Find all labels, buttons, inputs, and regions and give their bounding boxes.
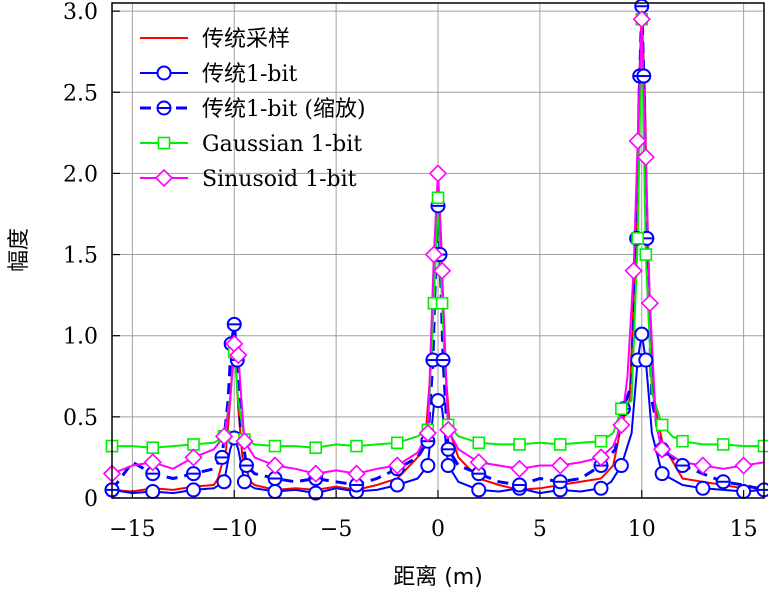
data-point (347, 464, 366, 483)
legend-marker (156, 65, 172, 81)
data-point (229, 346, 248, 365)
x-tick-label: −5 (320, 517, 352, 542)
x-tick-label: −15 (109, 517, 155, 542)
y-tick-label: 0.5 (63, 406, 98, 431)
legend-label: Gaussian 1-bit (202, 132, 362, 157)
data-point (471, 482, 487, 498)
data-point (431, 191, 445, 205)
series-markers (102, 0, 768, 501)
data-point (655, 418, 669, 432)
x-tick-label: 5 (533, 517, 547, 542)
legend-entry: 传统采样 (140, 27, 290, 52)
data-point (390, 436, 404, 450)
y-tick-label: 2.5 (63, 81, 98, 106)
y-axis-label: 幅度 (7, 228, 32, 272)
x-axis: −15 −10 −5 0 5 10 15 (109, 490, 758, 542)
data-point (652, 440, 672, 459)
legend-marker (154, 168, 174, 188)
data-point (435, 296, 449, 310)
data-point (469, 453, 488, 472)
data-point (612, 415, 631, 435)
data-point (432, 261, 452, 280)
data-point (268, 439, 282, 453)
data-point (143, 453, 162, 472)
data-point (613, 458, 629, 474)
data-point (695, 480, 711, 496)
data-point (734, 456, 753, 475)
data-point (216, 474, 232, 490)
legend-label: 传统1-bit (缩放) (202, 97, 366, 122)
y-tick-label: 0 (84, 487, 98, 512)
data-point (306, 464, 325, 483)
x-tick-label: 0 (431, 517, 445, 542)
data-point (146, 441, 160, 454)
data-point (615, 402, 628, 416)
data-point (267, 484, 283, 500)
y-tick-label: 3.0 (63, 0, 98, 25)
data-point (389, 477, 405, 493)
legend-entry: 传统1-bit (140, 62, 298, 87)
legend-label: 传统1-bit (202, 62, 298, 87)
legend-entry: Sinusoid 1-bit (140, 167, 357, 192)
legend-label: 传统采样 (202, 27, 290, 52)
data-point (553, 438, 567, 451)
y-tick-label: 1.0 (63, 325, 98, 350)
x-tick-label: 10 (628, 517, 656, 542)
y-tick-label: 1.5 (63, 244, 98, 269)
legend-entry: 传统1-bit (缩放) (140, 97, 366, 122)
data-point (510, 459, 529, 478)
x-tick-label: −10 (211, 517, 257, 542)
data-point (265, 456, 285, 475)
data-point (593, 480, 609, 496)
data-point (591, 448, 611, 467)
data-point (632, 10, 651, 29)
legend-marker (157, 136, 171, 150)
data-point (439, 420, 458, 439)
data-point (420, 458, 436, 474)
data-point (638, 352, 654, 368)
data-point (654, 466, 670, 482)
data-point (716, 438, 730, 451)
data-point (309, 441, 323, 454)
data-point (472, 436, 486, 450)
legend-entry: Gaussian 1-bit (140, 132, 362, 157)
data-point (628, 131, 647, 151)
data-point (236, 474, 252, 490)
data-point (636, 148, 655, 167)
data-point (639, 248, 653, 261)
data-point (350, 439, 363, 453)
data-point (187, 438, 200, 451)
data-point (693, 456, 713, 475)
y-axis: 0 0.5 1.0 1.5 2.0 2.5 3.0 (63, 0, 120, 512)
data-point (430, 393, 446, 409)
data-point (634, 326, 650, 342)
data-point (418, 423, 437, 443)
data-point (624, 261, 643, 280)
data-point (428, 164, 448, 183)
data-point (551, 456, 570, 475)
data-point (640, 294, 660, 313)
data-point (631, 232, 644, 245)
y-tick-label: 2.0 (63, 162, 98, 187)
data-point (594, 434, 608, 448)
data-point (440, 458, 456, 474)
data-point (145, 484, 161, 500)
data-point (308, 485, 324, 501)
legend-label: Sinusoid 1-bit (202, 167, 357, 192)
x-tick-label: 15 (730, 517, 758, 542)
data-point (676, 434, 689, 448)
data-point (235, 432, 254, 451)
data-point (424, 245, 444, 264)
data-point (513, 438, 526, 451)
data-point (186, 482, 201, 498)
data-point (214, 427, 234, 446)
data-point (184, 448, 203, 467)
data-point (388, 456, 407, 475)
x-axis-label: 距离 (m) (393, 565, 483, 590)
